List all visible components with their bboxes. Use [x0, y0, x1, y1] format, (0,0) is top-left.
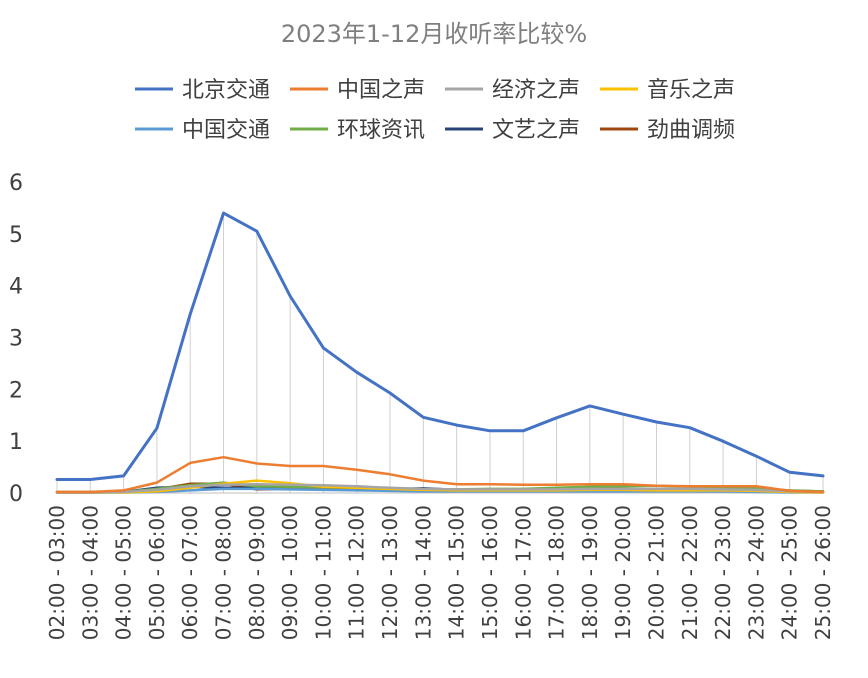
legend-item: 劲曲调频: [600, 118, 735, 143]
legend-item: 中国交通: [135, 118, 270, 143]
series-line: [55, 211, 825, 481]
y-tick-label: 1: [9, 430, 23, 455]
legend-item: 音乐之声: [600, 78, 735, 103]
x-tick-label: 05:00 - 06:00: [145, 505, 169, 640]
x-tick-label: 02:00 - 03:00: [45, 505, 69, 640]
legend-label: 北京交通: [182, 78, 270, 103]
x-tick-label: 16:00 - 17:00: [511, 505, 535, 640]
x-axis: 02:00 - 03:00 03:00 - 04:00 04:00 - 05:00 0…: [45, 492, 835, 640]
y-tick-label: 3: [9, 327, 23, 352]
drop-lines: [56, 213, 824, 493]
legend-label: 环球资讯: [337, 118, 425, 143]
y-tick-label: 6: [9, 171, 23, 196]
y-tick-label: 2: [9, 378, 23, 403]
series-line: [55, 455, 825, 494]
legend-item: 经济之声: [445, 78, 580, 103]
x-tick-label: 23:00 - 24:00: [744, 505, 768, 640]
y-tick-label: 4: [9, 275, 23, 300]
legend-item: 文艺之声: [445, 118, 580, 143]
legend-item: 环球资讯: [290, 118, 425, 143]
x-tick-label: 20:00 - 21:00: [644, 505, 668, 640]
legend-item: 中国之声: [290, 78, 425, 103]
x-tick-label: 10:00 - 11:00: [311, 505, 335, 640]
legend-label: 音乐之声: [647, 78, 735, 103]
legend-label: 中国交通: [182, 118, 270, 143]
y-tick-label: 5: [9, 223, 23, 248]
x-tick-label: 08:00 - 09:00: [245, 505, 269, 640]
x-tick-label: 17:00 - 18:00: [545, 505, 569, 640]
x-tick-label: 14:00 - 15:00: [445, 505, 469, 640]
x-tick-label: 06:00 - 07:00: [178, 505, 202, 640]
legend-label: 中国之声: [337, 78, 425, 103]
x-tick-label: 03:00 - 04:00: [78, 505, 102, 640]
x-tick-label: 15:00 - 16:00: [478, 505, 502, 640]
x-tick-label: 12:00 - 13:00: [378, 505, 402, 640]
y-axis: 0 1 2 3 4 5 6: [9, 171, 23, 507]
x-tick-label: 24:00 - 25:00: [778, 505, 802, 640]
legend-label: 经济之声: [492, 78, 580, 103]
legend-item: 北京交通: [135, 78, 270, 103]
x-tick-label: 22:00 - 23:00: [711, 505, 735, 640]
x-tick-label: 25:00 - 26:00: [811, 505, 835, 640]
legend-label: 文艺之声: [492, 118, 580, 143]
x-tick-label: 09:00 - 10:00: [278, 505, 302, 640]
chart-title: 2023年1-12月收听率比较%: [281, 20, 587, 48]
x-tick-label: 19:00 - 20:00: [611, 505, 635, 640]
x-tick-label: 18:00 - 19:00: [578, 505, 602, 640]
x-tick-label: 13:00 - 14:00: [411, 505, 435, 640]
series-line: [55, 482, 825, 494]
legend-label: 劲曲调频: [647, 118, 735, 143]
series-group: [55, 211, 825, 494]
y-tick-label: 0: [9, 482, 23, 507]
x-tick-label: 11:00 - 12:00: [345, 505, 369, 640]
x-tick-label: 04:00 - 05:00: [112, 505, 136, 640]
x-tick-label: 21:00 - 22:00: [678, 505, 702, 640]
x-tick-label: 07:00 - 08:00: [212, 505, 236, 640]
